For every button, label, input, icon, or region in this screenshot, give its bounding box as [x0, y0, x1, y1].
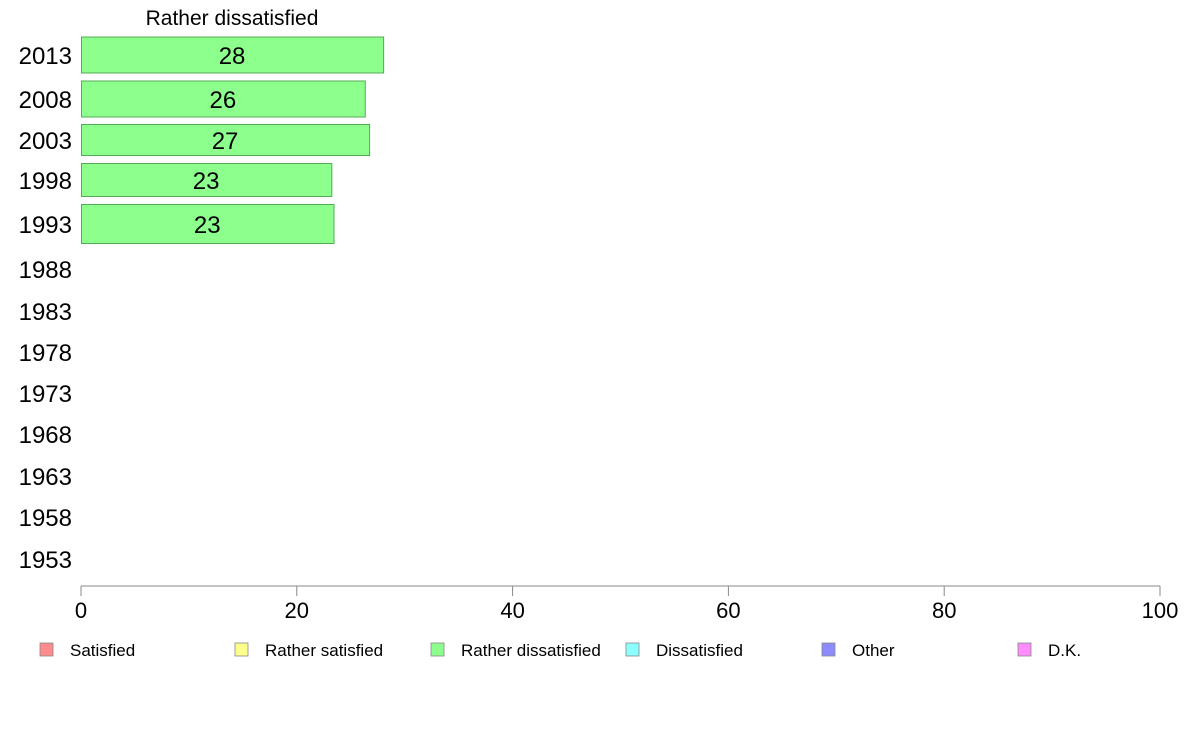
bar-value-2003: 27	[212, 128, 239, 155]
year-label-1998: 1998	[19, 168, 72, 195]
x-tick-label-80: 80	[932, 598, 956, 623]
legend-label-0: Satisfied	[70, 641, 135, 660]
x-axis: 0 20 40 60 80 100	[75, 585, 1179, 623]
bar-1993	[81, 204, 335, 244]
legend-label-5: D.K.	[1048, 641, 1081, 660]
year-label-1973: 1973	[19, 381, 72, 408]
year-label-1978: 1978	[19, 340, 72, 367]
year-label-1988: 1988	[19, 257, 72, 284]
year-label-1993: 1993	[19, 212, 72, 239]
bars-group: 28 26 27 23 23	[81, 36, 385, 244]
x-tick-label-0: 0	[75, 598, 87, 623]
legend-swatch-0	[39, 642, 54, 657]
legend-swatch-1	[234, 642, 249, 657]
year-label-2013: 2013	[19, 43, 72, 70]
panel-title: Rather dissatisfied	[146, 7, 319, 30]
legend-swatch-5	[1017, 642, 1032, 657]
bar-2008	[81, 80, 366, 118]
bar-value-2008: 26	[210, 87, 237, 114]
legend: Satisfied Rather satisfied Rather dissatis…	[39, 641, 1081, 660]
year-label-1958: 1958	[19, 505, 72, 532]
bar-2003	[81, 124, 371, 156]
x-tick-label-60: 60	[716, 598, 740, 623]
x-tick-label-20: 20	[285, 598, 309, 623]
bar-1998	[81, 163, 333, 197]
bar-value-1998: 23	[193, 168, 220, 195]
legend-label-1: Rather satisfied	[265, 641, 383, 660]
x-tick-label-40: 40	[500, 598, 524, 623]
legend-label-3: Dissatisfied	[656, 641, 743, 660]
year-label-2003: 2003	[19, 128, 72, 155]
year-label-1968: 1968	[19, 422, 72, 449]
x-tick-label-100: 100	[1142, 598, 1179, 623]
bar-2013	[81, 36, 385, 74]
legend-label-2: Rather dissatisfied	[461, 641, 601, 660]
legend-swatch-4	[821, 642, 836, 657]
year-label-1963: 1963	[19, 464, 72, 491]
legend-swatch-2	[430, 642, 445, 657]
bar-value-2013: 28	[219, 43, 246, 70]
legend-swatch-3	[625, 642, 640, 657]
year-labels: 2013 2008 2003 1998 1993 1988 1983 1978 1973 1968…	[19, 43, 72, 574]
bar-value-1993: 23	[194, 212, 221, 239]
year-label-1953: 1953	[19, 547, 72, 574]
year-label-1983: 1983	[19, 299, 72, 326]
year-label-2008: 2008	[19, 87, 72, 114]
legend-label-4: Other	[852, 641, 895, 660]
